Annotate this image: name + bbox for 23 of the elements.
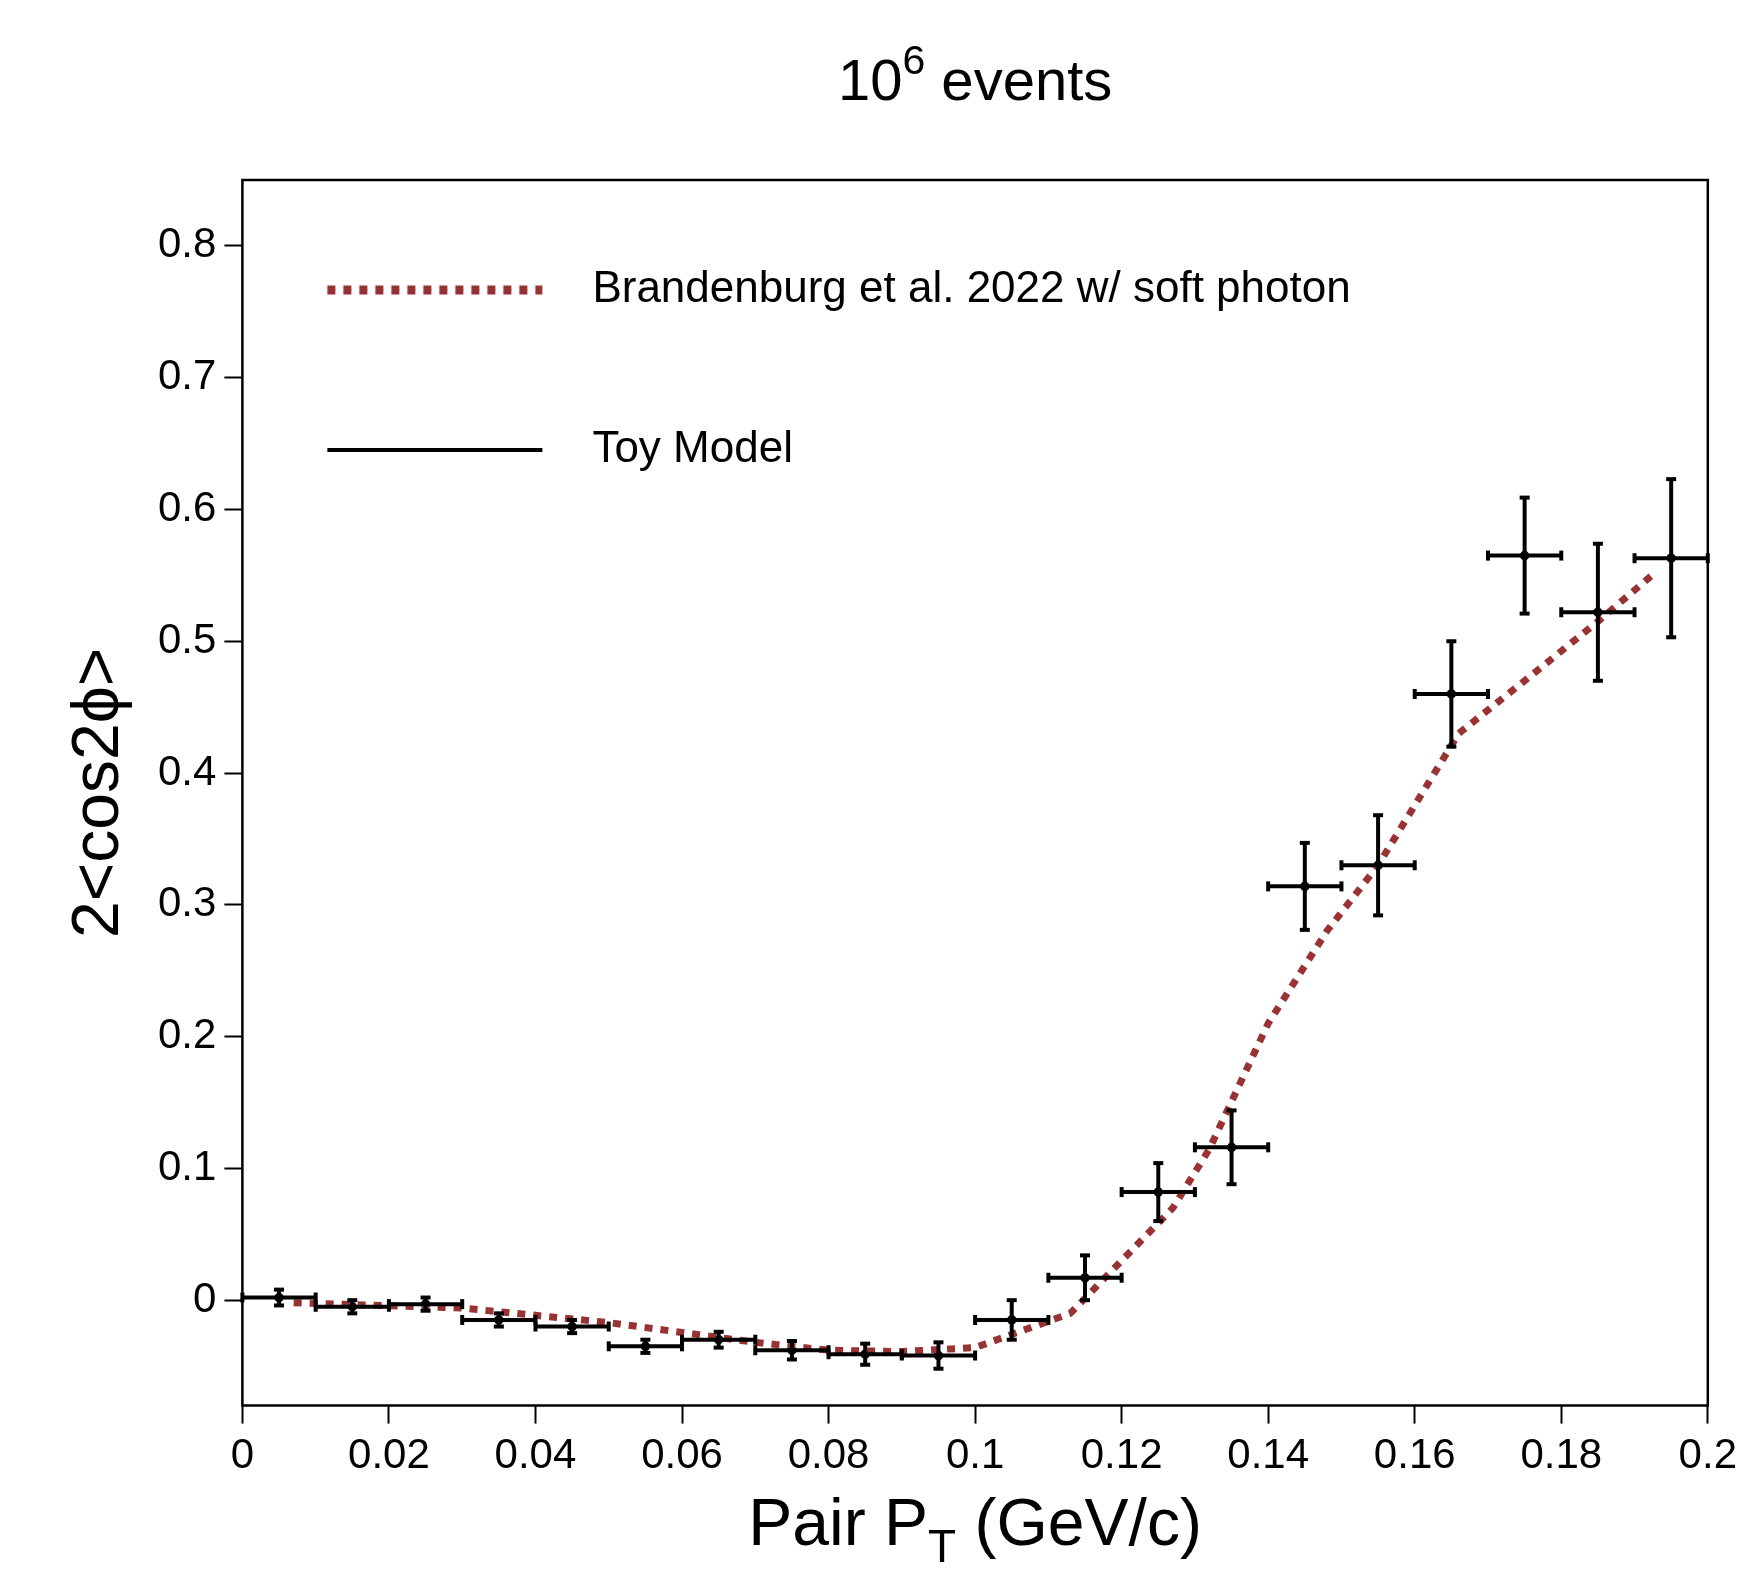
- y-tick-label: 0: [193, 1273, 217, 1321]
- y-tick-label: 0.2: [158, 1010, 217, 1058]
- x-tick-label: 0.1: [945, 1430, 1005, 1478]
- x-tick-label: 0.06: [641, 1430, 723, 1478]
- y-tick-label: 0.8: [158, 219, 217, 267]
- y-tick-label: 0.3: [158, 878, 217, 926]
- x-tick-label: 0.2: [1678, 1430, 1737, 1478]
- y-tick-label: 0.1: [158, 1141, 217, 1189]
- y-tick-label: 0.4: [158, 746, 217, 794]
- x-tick-label: 0.16: [1373, 1430, 1456, 1478]
- x-tick-label: 0.18: [1520, 1430, 1603, 1478]
- x-tick-label: 0.08: [787, 1430, 870, 1478]
- x-tick-label: 0: [230, 1430, 255, 1478]
- x-tick-label: 0.04: [494, 1430, 577, 1478]
- y-tick-label: 0.7: [158, 351, 217, 399]
- y-tick-label: 0.6: [158, 483, 217, 531]
- x-tick-label: 0.02: [348, 1430, 430, 1478]
- legend-label: Toy Model: [592, 422, 793, 472]
- x-tick-label: 0.14: [1227, 1430, 1310, 1478]
- y-axis-title: 2<cos2ϕ>: [58, 647, 132, 938]
- y-tick-label: 0.5: [158, 614, 217, 662]
- x-tick-label: 0.12: [1080, 1430, 1163, 1478]
- legend-label: Brandenburg et al. 2022 w/ soft photon: [592, 262, 1351, 312]
